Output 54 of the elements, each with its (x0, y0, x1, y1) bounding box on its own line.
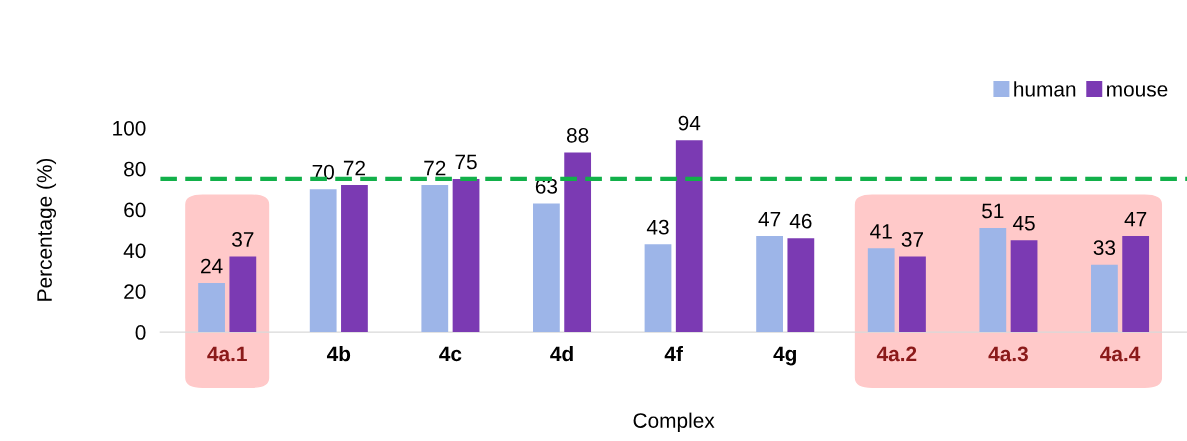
data-label: 47 (758, 211, 781, 227)
x-axis-title: Complex (633, 412, 715, 433)
bar (229, 256, 257, 333)
data-label: 41 (870, 224, 892, 239)
bar (756, 236, 783, 333)
x-tick-label: 4a.2 (876, 346, 917, 362)
data-label: 88 (566, 127, 589, 143)
legend-label: human (1014, 81, 1076, 97)
data-label: 37 (232, 232, 254, 247)
data-label: 75 (455, 154, 477, 170)
y-tick-label: 0 (135, 325, 146, 340)
data-label: 43 (646, 219, 669, 235)
bar (1010, 240, 1038, 333)
data-label: 70 (312, 164, 334, 180)
bar (979, 227, 1007, 333)
data-label: 46 (789, 213, 812, 229)
data-label: 72 (424, 160, 446, 176)
data-label: 72 (343, 160, 365, 176)
bar (421, 185, 449, 333)
bar (675, 140, 703, 333)
y-tick-label: 40 (123, 243, 146, 259)
x-tick-label: 4f (664, 345, 683, 362)
data-label: 51 (982, 203, 1004, 219)
x-tick-label: 4g (773, 346, 796, 366)
x-tick-label: 4a.1 (207, 346, 247, 362)
data-label: 33 (1093, 240, 1116, 256)
x-tick-label: 4a.4 (1100, 346, 1141, 362)
x-tick-label: 4b (326, 345, 351, 362)
bar (198, 283, 225, 333)
bar (341, 185, 368, 333)
data-label: 47 (1124, 211, 1147, 227)
x-tick-label: 4a.3 (988, 346, 1028, 362)
bar (564, 152, 592, 333)
bar (1091, 264, 1118, 333)
x-tick-label: 4d (550, 345, 573, 362)
bar (787, 238, 815, 333)
y-tick-label: 80 (124, 161, 146, 177)
y-tick-label: 60 (124, 202, 146, 218)
data-label: 24 (201, 258, 223, 274)
bar (533, 203, 560, 333)
y-tick-label: 20 (124, 284, 146, 299)
x-tick-label: 4c (439, 346, 462, 362)
data-label: 45 (1012, 215, 1035, 231)
bar (899, 256, 926, 333)
bar (309, 189, 337, 333)
bar (452, 178, 480, 333)
bar (867, 248, 895, 333)
bar (644, 244, 672, 333)
bar (1122, 236, 1150, 333)
data-label: 94 (678, 115, 701, 131)
legend-label: mouse (1107, 85, 1168, 97)
y-tick-label: 100 (113, 120, 146, 136)
data-label: 37 (901, 232, 923, 247)
y-axis-title: Percentage (%) (36, 158, 57, 301)
